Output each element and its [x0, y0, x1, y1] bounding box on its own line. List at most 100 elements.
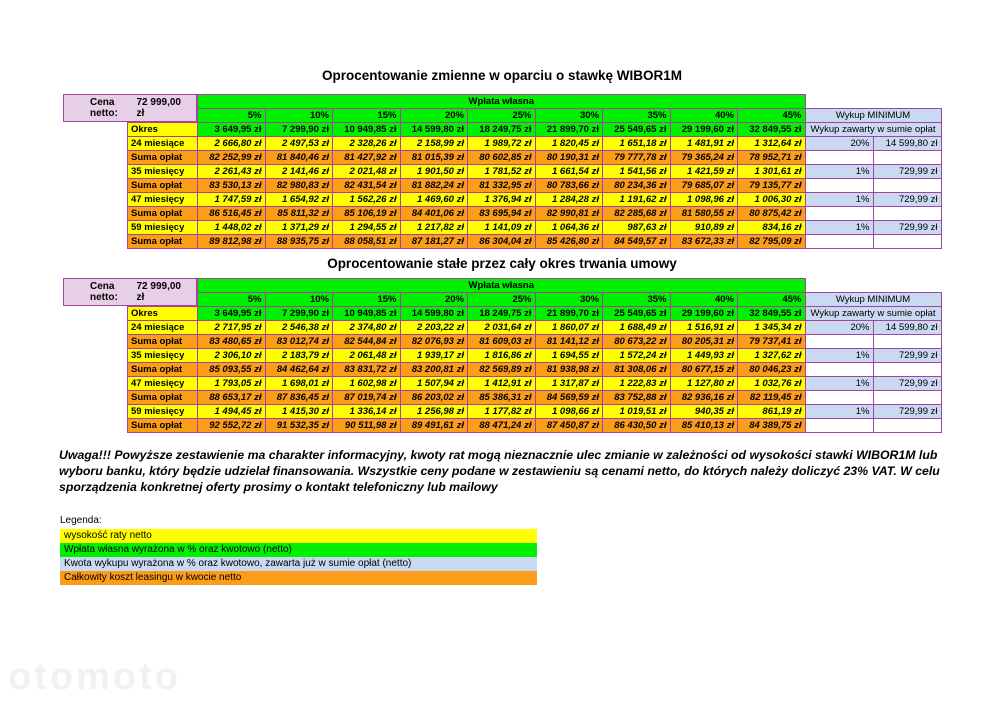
value-cell: 81 141,12 zł [534, 334, 603, 349]
value-cell: 79 135,77 zł [737, 178, 806, 193]
value-cell: 1 141,09 zł [467, 220, 536, 235]
value-cell: 1 516,91 zł [669, 320, 738, 335]
okres-value-cell: 10 949,85 zł [332, 122, 401, 137]
okres-value-cell: 7 299,90 zł [264, 306, 333, 321]
row-label: 47 miesięcy [127, 192, 198, 207]
wykup-amount-cell: 729,99 zł [872, 348, 942, 363]
value-cell: 1 449,93 zł [669, 348, 738, 363]
okres-value-cell: 3 649,95 zł [197, 306, 266, 321]
wykup-amount-cell: 729,99 zł [872, 164, 942, 179]
value-cell: 88 058,51 zł [332, 234, 401, 249]
cena-netto-box-1: Cena netto: 72 999,00 zł [63, 94, 197, 122]
value-cell: 2 666,80 zł [197, 136, 266, 151]
suma-oplat-row: Suma opłat 85 093,55 zł 84 462,64 zł 83 831… [127, 362, 942, 377]
value-cell: 81 609,03 zł [467, 334, 536, 349]
rate-row: 35 miesięcy 2 261,43 zł 2 141,46 zł 2 021,4… [127, 164, 942, 179]
value-cell: 83 480,65 zł [197, 334, 266, 349]
value-cell: 88 653,17 zł [197, 390, 266, 405]
value-cell: 1 781,52 zł [467, 164, 536, 179]
okres-value-cell: 32 849,55 zł [737, 306, 806, 321]
value-cell: 81 427,92 zł [332, 150, 401, 165]
value-cell: 987,63 zł [602, 220, 671, 235]
row-label: Suma opłat [127, 178, 198, 193]
value-cell: 1 481,91 zł [669, 136, 738, 151]
value-cell: 87 836,45 zł [264, 390, 333, 405]
value-cell: 2 141,46 zł [264, 164, 333, 179]
value-cell: 861,19 zł [737, 404, 806, 419]
percent-header: 40% [669, 292, 738, 307]
okres-value-cell: 21 899,70 zł [534, 306, 603, 321]
value-cell: 1 006,30 zł [737, 192, 806, 207]
wykup-amount-cell: 14 599,80 zł [872, 320, 942, 335]
value-cell: 84 549,57 zł [602, 234, 671, 249]
percent-header: 10% [264, 108, 333, 123]
row-label: Suma opłat [127, 150, 198, 165]
value-cell: 89 491,61 zł [399, 418, 468, 433]
spacer-cell [805, 95, 941, 109]
percent-header: 20% [399, 108, 468, 123]
value-cell: 2 546,38 zł [264, 320, 333, 335]
value-cell: 1 376,94 zł [467, 192, 536, 207]
header-row-percents: 5% 10% 15% 20% 25% 30% 35% 40% 45% Wykup MINIMUM [128, 292, 942, 307]
percent-header: 20% [399, 292, 468, 307]
value-cell: 81 938,98 zł [534, 362, 603, 377]
value-cell: 940,35 zł [669, 404, 738, 419]
value-cell: 1 989,72 zł [467, 136, 536, 151]
value-cell: 78 952,71 zł [737, 150, 806, 165]
value-cell: 85 093,55 zł [197, 362, 266, 377]
wykup-percent-cell: 1% [804, 404, 874, 419]
value-cell: 1 507,94 zł [399, 376, 468, 391]
value-cell: 80 673,22 zł [602, 334, 671, 349]
value-cell: 85 106,19 zł [332, 206, 401, 221]
value-cell: 80 234,36 zł [602, 178, 671, 193]
value-cell: 87 019,74 zł [332, 390, 401, 405]
okres-row: Okres 3 649,95 zł 7 299,90 zł 10 949,85 zł 1… [127, 306, 942, 321]
percent-header: 40% [669, 108, 738, 123]
wykup-empty-cell [804, 334, 874, 349]
value-cell: 1 421,59 zł [669, 164, 738, 179]
value-cell: 83 831,72 zł [332, 362, 401, 377]
value-cell: 1 541,56 zł [602, 164, 671, 179]
value-cell: 79 777,78 zł [602, 150, 671, 165]
value-cell: 80 875,42 zł [737, 206, 806, 221]
value-cell: 1 032,76 zł [737, 376, 806, 391]
wykup-empty-cell [804, 150, 874, 165]
wykup-subheader: Wykup zawarty w sumie opłat [804, 122, 942, 137]
value-cell: 84 569,59 zł [534, 390, 603, 405]
rate-row: 47 miesięcy 1 747,59 zł 1 654,92 zł 1 562,2… [127, 192, 942, 207]
value-cell: 2 497,53 zł [264, 136, 333, 151]
header-row-wplata: Wpłata własna [128, 278, 942, 293]
value-cell: 1 019,51 zł [602, 404, 671, 419]
row-label: Suma opłat [127, 418, 198, 433]
legend-item: Całkowity koszt leasingu w kwocie netto [60, 571, 537, 585]
value-cell: 1 654,92 zł [264, 192, 333, 207]
legend-item: wysokość raty netto [60, 529, 537, 543]
wykup-amount-cell: 729,99 zł [872, 404, 942, 419]
value-cell: 1 222,83 zł [602, 376, 671, 391]
okres-value-cell: 21 899,70 zł [534, 122, 603, 137]
value-cell: 82 431,54 zł [332, 178, 401, 193]
okres-row: Okres 3 649,95 zł 7 299,90 zł 10 949,85 zł 1… [127, 122, 942, 137]
value-cell: 1 860,07 zł [534, 320, 603, 335]
percent-header: 10% [264, 292, 333, 307]
value-cell: 80 783,66 zł [534, 178, 603, 193]
value-cell: 1 098,66 zł [534, 404, 603, 419]
okres-value-cell: 29 199,60 zł [669, 306, 738, 321]
wykup-empty-cell [804, 362, 874, 377]
value-cell: 1 177,82 zł [467, 404, 536, 419]
wykup-subheader: Wykup zawarty w sumie opłat [804, 306, 942, 321]
row-label-okres: Okres [127, 306, 198, 321]
okres-value-cell: 32 849,55 zł [737, 122, 806, 137]
value-cell: 83 672,33 zł [669, 234, 738, 249]
value-cell: 82 119,45 zł [737, 390, 806, 405]
value-cell: 910,89 zł [669, 220, 738, 235]
wplata-wlasna-header: Wpłata własna [197, 94, 806, 109]
percent-header: 30% [534, 108, 603, 123]
cena-netto-value: 72 999,00 zł [136, 97, 181, 119]
value-cell: 92 552,72 zł [197, 418, 266, 433]
value-cell: 2 021,48 zł [332, 164, 401, 179]
percent-header: 25% [467, 108, 536, 123]
value-cell: 86 203,02 zł [399, 390, 468, 405]
suma-oplat-row: Suma opłat 92 552,72 zł 91 532,35 zł 90 511… [127, 418, 942, 433]
value-cell: 83 695,94 zł [467, 206, 536, 221]
